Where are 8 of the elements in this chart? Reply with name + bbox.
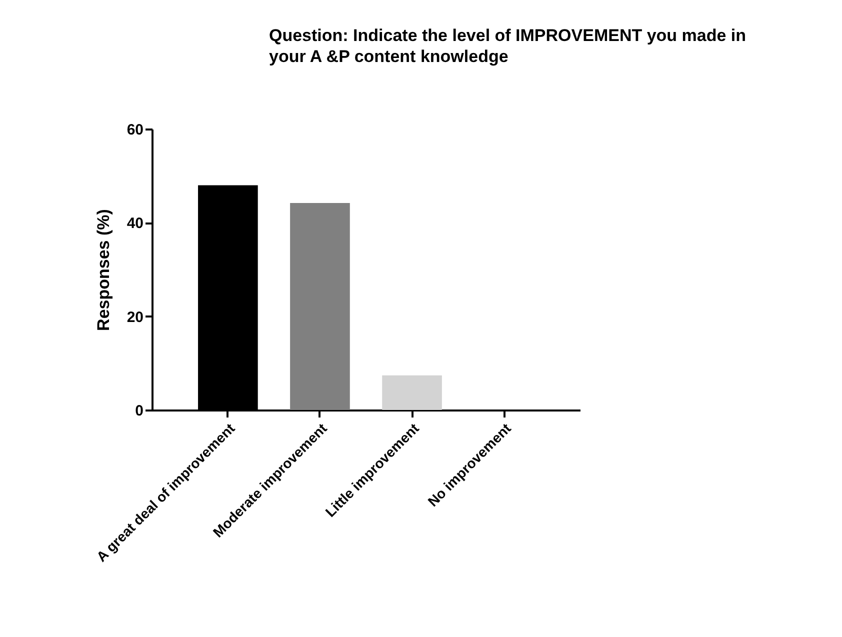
y-tick-label: 40: [126, 215, 144, 232]
bar: [382, 375, 442, 410]
y-tick-label: 60: [126, 122, 144, 138]
y-tick-label: 20: [126, 308, 144, 326]
y-tick-label: 0: [135, 402, 144, 420]
y-axis-title: Responses (%): [94, 209, 113, 331]
chart-title: Question: Indicate the level of IMPROVEMENT you made in your A &P content knowledge: [269, 26, 746, 66]
bar: [290, 202, 350, 410]
